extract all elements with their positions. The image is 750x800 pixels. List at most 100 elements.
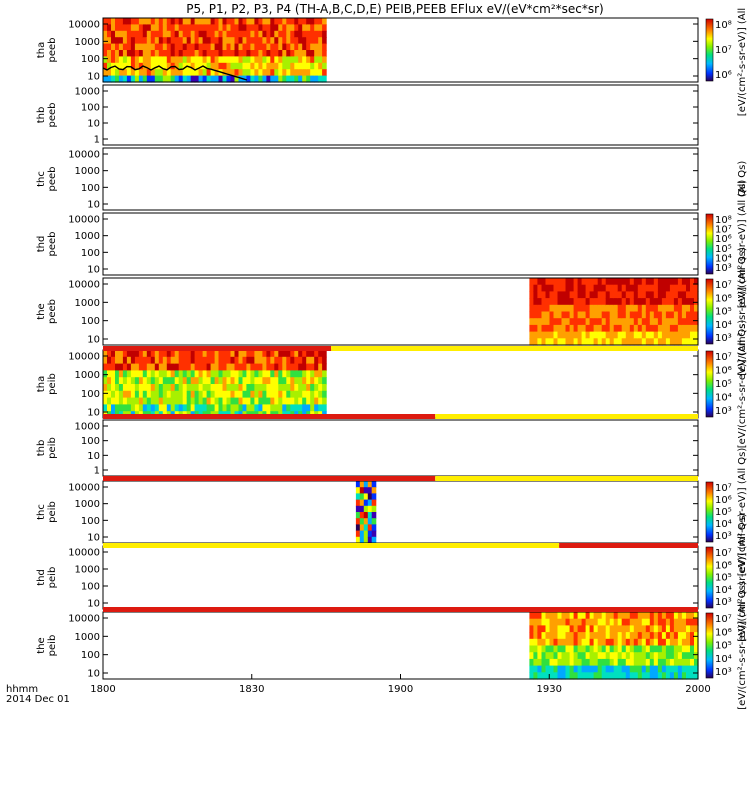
spectrogram-cell xyxy=(681,672,687,680)
spectrogram-cell xyxy=(605,672,611,680)
spectrogram-cell xyxy=(286,390,291,399)
spectrogram-cell xyxy=(573,298,579,306)
spectrogram-cell xyxy=(637,311,643,319)
colorbar-title: [eV/(cm²-s-sr-eV)] (All Qs) xyxy=(737,180,748,309)
spectrogram-cell xyxy=(214,24,220,32)
colorbar xyxy=(705,350,714,418)
spectrogram-cell xyxy=(146,43,152,51)
spectrogram-cell xyxy=(111,377,116,385)
spectrogram-cell xyxy=(593,672,599,680)
spectrogram-cell xyxy=(371,518,377,525)
colorbar-title: [eV/(cm²-s-sr-eV)] (All xyxy=(737,8,748,116)
spectrogram-cell xyxy=(669,632,675,640)
spectrogram-cell xyxy=(359,481,365,488)
spectrogram-cell xyxy=(669,338,675,346)
spectrogram-cell xyxy=(565,625,571,633)
spectrogram-cell xyxy=(310,18,315,25)
spectrogram-cell xyxy=(625,618,631,626)
spectrogram-cell xyxy=(107,75,112,83)
spectrogram-cell xyxy=(690,658,695,667)
spectrogram-cell xyxy=(178,404,184,412)
spectrogram-cell xyxy=(214,350,220,358)
spectrogram-cell xyxy=(565,304,571,313)
spectrogram-cell xyxy=(593,625,599,633)
spectrogram-cell xyxy=(537,638,542,647)
spectrogram-cell xyxy=(529,618,534,626)
spectrogram-cell xyxy=(641,638,647,647)
spectrogram-cell xyxy=(529,652,534,660)
spectrogram-cell xyxy=(561,665,567,673)
spectrogram-cell xyxy=(150,50,156,57)
spectrogram-cell xyxy=(230,43,236,51)
spectrogram-cell xyxy=(533,625,538,633)
spectrogram-cell xyxy=(541,632,547,640)
spectrogram-cell xyxy=(585,632,591,640)
spectrogram-cell xyxy=(174,50,180,57)
spectrogram-cell xyxy=(270,377,275,385)
spectrogram-cell xyxy=(605,658,611,667)
spectrogram-cell xyxy=(533,632,538,640)
spectrogram-cell xyxy=(625,612,631,620)
spectrogram-cell xyxy=(621,311,627,319)
spectrogram-cell xyxy=(561,284,567,292)
spectrogram-cell xyxy=(690,318,695,326)
spectrogram-cell xyxy=(593,612,599,620)
colorbar-tick-label: 10⁶ xyxy=(715,560,732,571)
spectrogram-cell xyxy=(150,18,156,25)
spectrogram-cell xyxy=(537,298,542,306)
spectrogram-cell xyxy=(363,493,369,501)
spectrogram-cell xyxy=(609,278,615,286)
spectrogram-cell xyxy=(641,632,647,640)
spectrogram-cell xyxy=(122,50,128,57)
spectrogram-cell xyxy=(107,404,112,412)
y-tick-label: 10 xyxy=(87,408,100,419)
spectrogram-cell xyxy=(565,331,571,339)
spectrogram-cell xyxy=(214,30,220,38)
spectrogram-cell xyxy=(118,24,124,32)
spectrogram-cell xyxy=(266,356,271,365)
spectrogram-cell xyxy=(162,397,168,405)
spectrogram-cell xyxy=(681,298,687,306)
spectrogram-cell xyxy=(690,298,695,306)
spectrogram-cell xyxy=(367,505,373,513)
spectrogram-cell xyxy=(202,370,208,378)
spectrogram-cell xyxy=(210,384,216,392)
spectrogram-cell xyxy=(613,338,619,346)
spectrogram-cell xyxy=(182,384,188,392)
spectrogram-cell xyxy=(122,75,128,83)
spectrogram-cell xyxy=(541,298,547,306)
spectrogram-cell xyxy=(206,363,212,371)
spectrogram-cell xyxy=(629,318,635,326)
spectrogram-cell xyxy=(657,318,663,326)
spectrogram-cell xyxy=(222,370,228,378)
spectrogram-cell xyxy=(686,284,691,292)
spectrogram-cell xyxy=(162,390,168,399)
spectrogram-cell xyxy=(210,18,216,25)
spectrogram-cell xyxy=(589,638,595,647)
spectrogram-cell xyxy=(686,672,691,680)
spectrogram-cell xyxy=(625,331,631,339)
spectrogram-cell xyxy=(573,618,579,626)
spectrogram-cell xyxy=(694,612,699,620)
spectrogram-cell xyxy=(589,645,595,653)
spectrogram-cell xyxy=(694,645,699,653)
spectrogram-cell xyxy=(282,363,287,371)
spectrogram-cell xyxy=(581,338,587,346)
spectrogram-cell xyxy=(322,24,327,32)
spectrogram-cell xyxy=(234,24,240,32)
spectrogram-cell xyxy=(115,363,120,371)
y-tick-label: 1000 xyxy=(75,231,100,242)
spectrogram-cell xyxy=(206,62,212,70)
spectrogram-cell xyxy=(621,298,627,306)
spectrogram-cell xyxy=(533,298,538,306)
x-tick-label: 2000 xyxy=(685,684,710,695)
spectrogram-cell xyxy=(190,363,196,371)
spectrogram-cell xyxy=(541,284,547,292)
spectrogram-cell xyxy=(158,62,164,70)
colorbar-tick-label: 10⁶ xyxy=(715,293,732,304)
spectrogram-cell xyxy=(254,363,259,371)
spectrogram-cell xyxy=(306,43,311,51)
spectrogram-cell xyxy=(669,652,675,660)
spectrogram-cell xyxy=(617,338,623,346)
spectrogram-cell xyxy=(234,43,240,51)
